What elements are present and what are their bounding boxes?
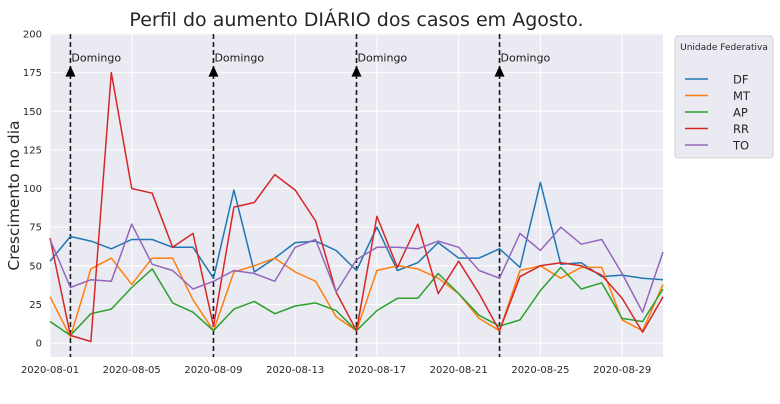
y-tick-label: 50: [29, 261, 42, 272]
x-tick-label: 2020-08-25: [511, 365, 569, 376]
x-tick-label: 2020-08-05: [103, 365, 161, 376]
y-tick-label: 75: [29, 223, 42, 234]
x-axis-ticks: 2020-08-01 2020-08-05 2020-08-09 2020-08-13…: [21, 365, 651, 376]
legend-entry: MT: [733, 89, 751, 103]
y-tick-label: 175: [23, 68, 42, 79]
legend-title: Unidade Federativa: [680, 43, 768, 53]
x-tick-label: 2020-08-17: [348, 365, 406, 376]
legend: Unidade Federativa DF MT AP RR TO: [674, 35, 774, 159]
y-tick-label: 125: [23, 145, 42, 156]
annotations: Domingo Domingo Domingo Domingo: [65, 52, 550, 77]
y-tick-label: 100: [23, 184, 42, 195]
legend-entry: DF: [733, 73, 748, 87]
y-tick-label: 25: [29, 300, 42, 311]
sunday-markers: [69, 34, 501, 357]
annotation-arrow-icon: [494, 65, 505, 77]
y-tick-label: 150: [23, 107, 42, 118]
series-line-rr: [49, 71, 664, 343]
sunday-annotation: Domingo: [214, 52, 264, 65]
annotation-arrow-icon: [351, 65, 362, 77]
legend-entry: RR: [733, 122, 749, 136]
x-tick-label: 2020-08-21: [430, 365, 488, 376]
sunday-annotation: Domingo: [358, 52, 408, 65]
x-tick-label: 2020-08-13: [266, 365, 324, 376]
legend-entry: AP: [733, 106, 748, 120]
series-line-df: [49, 181, 664, 281]
sunday-annotation: Domingo: [501, 52, 551, 65]
grid: [49, 33, 663, 357]
series-line-to: [49, 223, 664, 313]
y-tick-label: 0: [36, 339, 42, 350]
x-tick-label: 2020-08-09: [184, 365, 242, 376]
legend-box: [674, 35, 774, 159]
y-tick-label: 200: [23, 30, 42, 41]
x-tick-label: 2020-08-01: [21, 365, 79, 376]
legend-entry: TO: [732, 139, 749, 153]
series-lines: [49, 71, 664, 343]
sunday-annotation: Domingo: [71, 52, 121, 65]
x-tick-label: 2020-08-29: [593, 365, 651, 376]
annotation-arrow-icon: [208, 65, 219, 77]
y-axis-label: Crescimento no dia: [5, 120, 23, 270]
chart-title: Perfil do aumento DIÁRIO dos casos em Ag…: [129, 8, 583, 31]
annotation-arrow-icon: [65, 65, 76, 77]
y-axis-ticks: 0 25 50 75 100 125 150 175 200: [23, 30, 42, 350]
